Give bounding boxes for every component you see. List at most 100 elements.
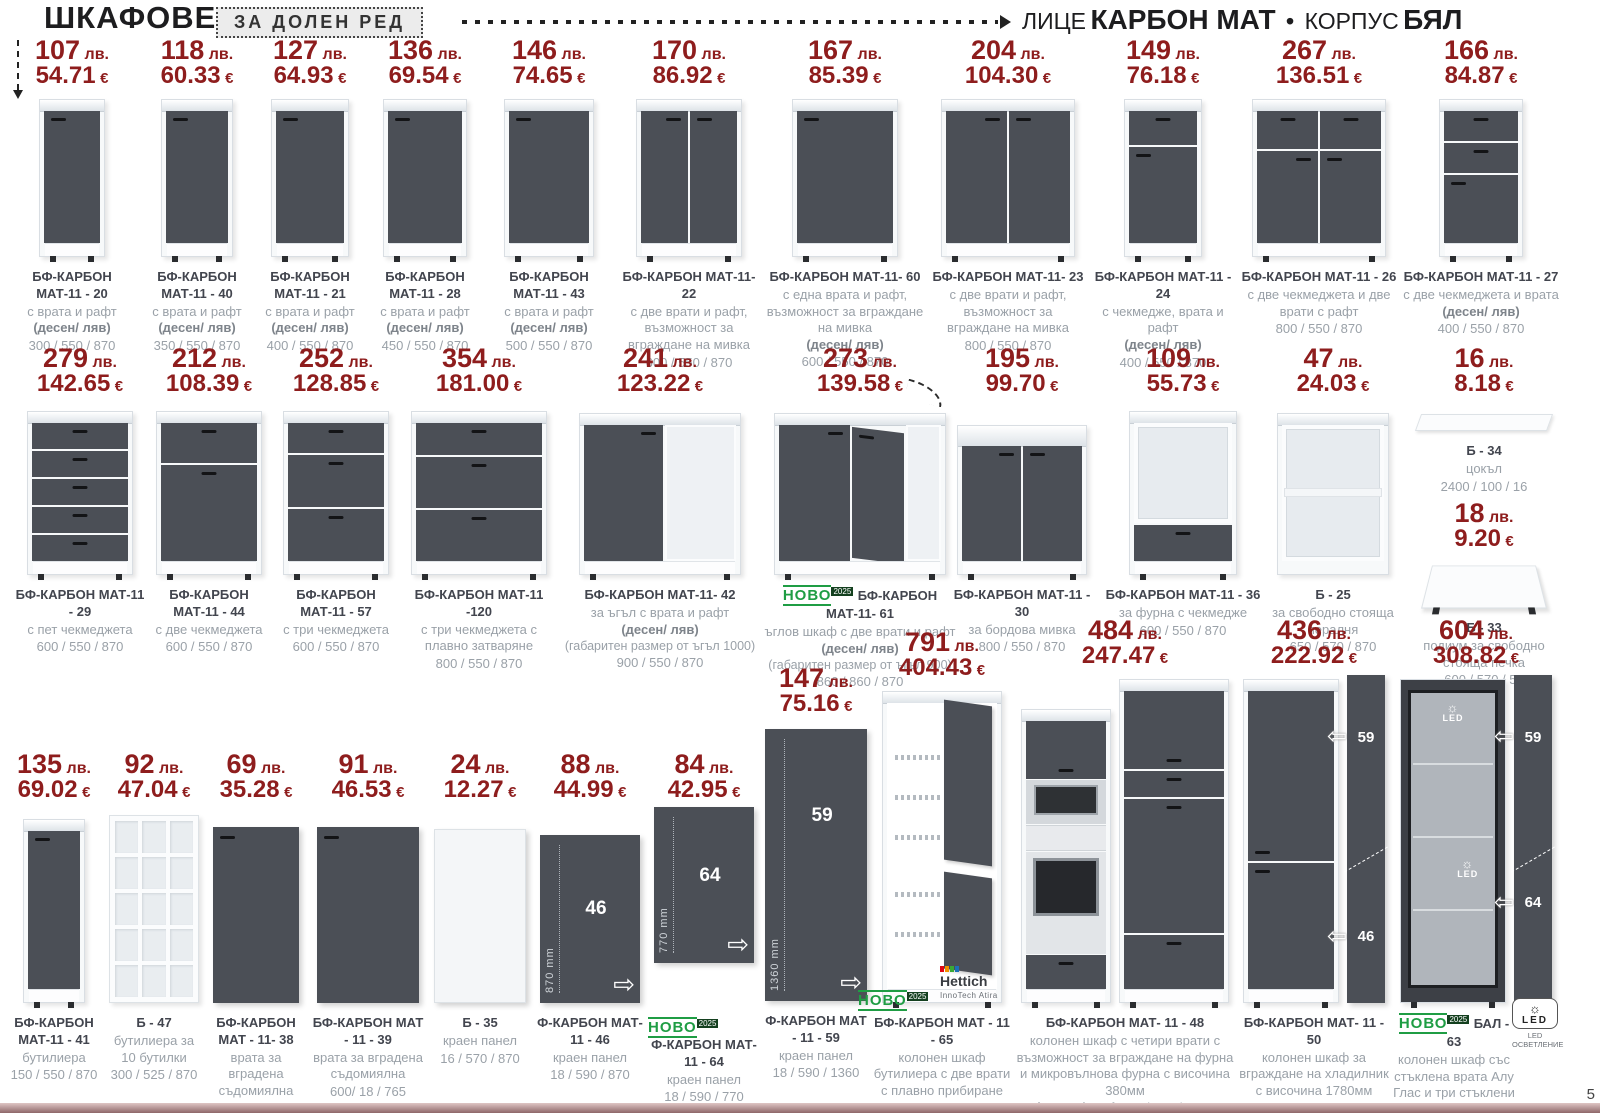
product-image: [411, 397, 547, 583]
product-image: [504, 89, 594, 265]
arrow-right-icon: [1000, 15, 1011, 29]
led-badge: ☼ LED LED ОСВЕТЛЕНИЕ: [1512, 998, 1563, 1049]
product-image: [271, 89, 349, 265]
product-card: 195 лв. 99.70 € БФ-КАРБОН МАТ-11 - 30 за б…: [953, 343, 1091, 655]
led-light-icon: ☼ LED: [1457, 855, 1479, 879]
face-label: ЛИЦЕ: [1022, 8, 1086, 34]
product-image: [23, 803, 85, 1011]
novo-badge: НОВО 2025: [782, 585, 854, 607]
product-card: 92 лв. 47.04 € Б - 47 бутилиера за 10 бути…: [109, 749, 199, 1083]
panel-number: 46: [585, 897, 607, 919]
product-image: 59 ⇦ 46 ⇦: [1243, 669, 1388, 1011]
product-image: [1124, 89, 1202, 265]
product-card: 84 лв. 42.95 € 770 mm 64 ⇨ НОВО 2025 Ф-КАРБО…: [648, 749, 757, 1105]
panel-height-label: 870 mm: [544, 845, 560, 994]
product-image: [792, 89, 898, 265]
product-image: [383, 89, 467, 265]
hettich-logo: Hettich InnoTech Atira: [940, 966, 998, 1000]
product-card: 24 лв. 12.27 € Б - 35 краен панел 16 / 570 …: [428, 750, 532, 1067]
product-card: 147 лв. 75.16 € 1360 mm 59 ⇨ Ф-КАРБОН МАТ -…: [765, 663, 867, 1081]
arrow-left-icon: ⇦: [1494, 723, 1515, 751]
product-image: [882, 681, 1002, 1011]
footer-strip: [0, 1103, 1600, 1113]
product-card: 118 лв. 60.33 € БФ-КАРБОН МАТ-11 - 40 с вр…: [152, 35, 242, 354]
body-value: БЯЛ: [1403, 4, 1463, 35]
product-card: 204 лв. 104.30 € БФ-КАРБОН МАТ-11- 23 с дв…: [932, 35, 1084, 353]
product-card: 88 лв. 44.99 € 870 mm 46 ⇨ Ф-КАРБОН МАТ- 11…: [537, 749, 643, 1083]
product-image: [156, 397, 262, 583]
product-image: [434, 803, 526, 1011]
product-image: [1252, 89, 1386, 265]
product-image: 770 mm 64 ⇨: [654, 803, 754, 1015]
product-card: 91 лв. 46.53 € БФ-КАРБОН МАТ - 11 - 39 вра…: [312, 749, 424, 1100]
arrow-left-icon: ⇦: [1327, 923, 1348, 951]
product-card: 170 лв. 86.92 € БФ-КАРБОН МАТ-11- 22 с две…: [622, 35, 756, 370]
product-card: 484 лв. 247.47 €: [1016, 615, 1234, 1113]
product-image: [213, 803, 299, 1011]
finish-spec: ЛИЦЕ КАРБОН МАТ • КОРПУС БЯЛ: [1022, 4, 1462, 36]
product-image: [1420, 552, 1548, 616]
product-image: [1277, 397, 1389, 583]
product-card: 436 лв. 222.92 € 59 ⇦ 46 ⇦ БФ-КАРБОН МАТ-…: [1239, 615, 1389, 1113]
sun-icon: ☼: [1529, 1001, 1541, 1016]
product-card: 791 лв. 404.43 € БФ-КАРБОН МАТ - 11 - 65 к…: [873, 627, 1011, 1113]
product-image: [161, 89, 233, 265]
bullet-separator: •: [1286, 8, 1295, 34]
product-price: 107 лв. 54.71 €: [35, 35, 109, 90]
face-value: КАРБОН МАТ: [1090, 4, 1276, 35]
product-card: 69 лв. 35.28 € БФ-КАРБОН МАТ - 11- 38 врат…: [204, 750, 308, 1113]
product-card: 212 лв. 108.39 € БФ-КАРБОН МАТ-11 - 44 с д…: [155, 343, 263, 655]
side-panel: 59 ⇦ 64 ⇦: [1494, 675, 1555, 1004]
arrow-right-icon: ⇨: [727, 929, 749, 960]
product-image: [1439, 89, 1523, 265]
product-card: 167 лв. 85.39 € БФ-КАРБОН МАТ-11- 60 с едн…: [766, 35, 924, 370]
body-label: КОРПУС: [1304, 8, 1399, 34]
side-panel: 59 ⇦ 46 ⇦: [1327, 675, 1388, 1004]
section-tag: ЗА ДОЛЕН РЕД: [216, 7, 424, 38]
dashed-down-arrow-icon: [13, 40, 23, 99]
product-image: [39, 89, 105, 265]
product-card: 604 лв. 308.82 € ☼ LED ☼ LED 59 ⇦ 64 ⇦ НОВО…: [1392, 616, 1560, 1113]
product-image: [317, 803, 419, 1011]
arrow-right-icon: ⇨: [840, 967, 862, 998]
product-card: 16 лв. 8.18 € Б - 34 цокъл 2400 / 100 / 16 …: [1404, 344, 1564, 689]
product-card: 149 лв. 76.18 € БФ-КАРБОН МАТ-11 - 24 с че…: [1094, 35, 1232, 370]
product-image: [1414, 397, 1554, 439]
product-image: [1129, 397, 1237, 583]
product-image: [957, 397, 1087, 583]
product-image: [636, 89, 742, 265]
product-card: 273 лв. 139.58 € НОВО 2025 БФ-КАРБОН МАТ-1…: [764, 343, 956, 690]
product-image: [109, 803, 199, 1011]
product-image: 1360 mm 59 ⇨: [765, 717, 867, 1009]
arrow-left-icon: ⇦: [1494, 889, 1515, 917]
novo-badge: НОВО 2025: [1398, 1013, 1470, 1035]
product-image: [1021, 669, 1229, 1011]
product-card: 252 лв. 128.85 € БФ-КАРБОН МАТ-11 - 57 с т…: [283, 343, 389, 655]
product-card: 279 лв. 142.65 € БФ-КАРБОН МАТ-11 - 29 с п…: [15, 343, 145, 655]
product-code: БФ-КАРБОН МАТ-11 - 20: [32, 269, 112, 301]
novo-badge: НОВО 2025: [858, 990, 929, 1011]
product-card: 241 лв. 123.22 € БФ-КАРБОН МАТ-11- 42 за ъ…: [564, 343, 756, 671]
product-image: [27, 397, 133, 583]
product-card: 166 лв. 84.87 € БФ-КАРБОН МАТ-11 - 27 с дв…: [1403, 35, 1559, 337]
product-image: [579, 397, 741, 583]
rotate-arrow-icon: [904, 378, 946, 408]
page-number: 5: [1586, 1086, 1595, 1103]
product-image: [941, 89, 1075, 265]
novo-badge: НОВО 2025: [648, 1017, 719, 1039]
product-card: 109 лв. 55.73 € БФ-КАРБОН МАТ-11 - 36 за ф…: [1105, 343, 1261, 638]
led-light-icon: ☼ LED: [1442, 700, 1464, 724]
arrow-left-icon: ⇦: [1327, 723, 1348, 751]
product-image: [283, 397, 389, 583]
dotted-leader: [462, 20, 998, 24]
product-card: 354 лв. 181.00 € БФ-КАРБОН МАТ-11 -120 с т…: [400, 344, 558, 673]
product-image: 870 mm 46 ⇨: [540, 803, 640, 1011]
product-image: [774, 378, 946, 583]
page-title: ШКАФОВЕ: [44, 0, 217, 35]
product-card: 107 лв. 54.71 € БФ-КАРБОН МАТ-11 - 20 с вр…: [8, 36, 136, 355]
product-card: 47 лв. 24.03 € Б - 25 за свободно стояща п…: [1272, 343, 1394, 655]
product-card: 136 лв. 69.54 € БФ-КАРБОН МАТ-11 - 28 с вр…: [380, 35, 470, 354]
product-card: 267 лв. 136.51 € БФ-КАРБОН МАТ-11 - 26 с д…: [1241, 35, 1397, 337]
product-image: ☼ LED ☼ LED 59 ⇦ 64 ⇦: [1400, 669, 1555, 1011]
